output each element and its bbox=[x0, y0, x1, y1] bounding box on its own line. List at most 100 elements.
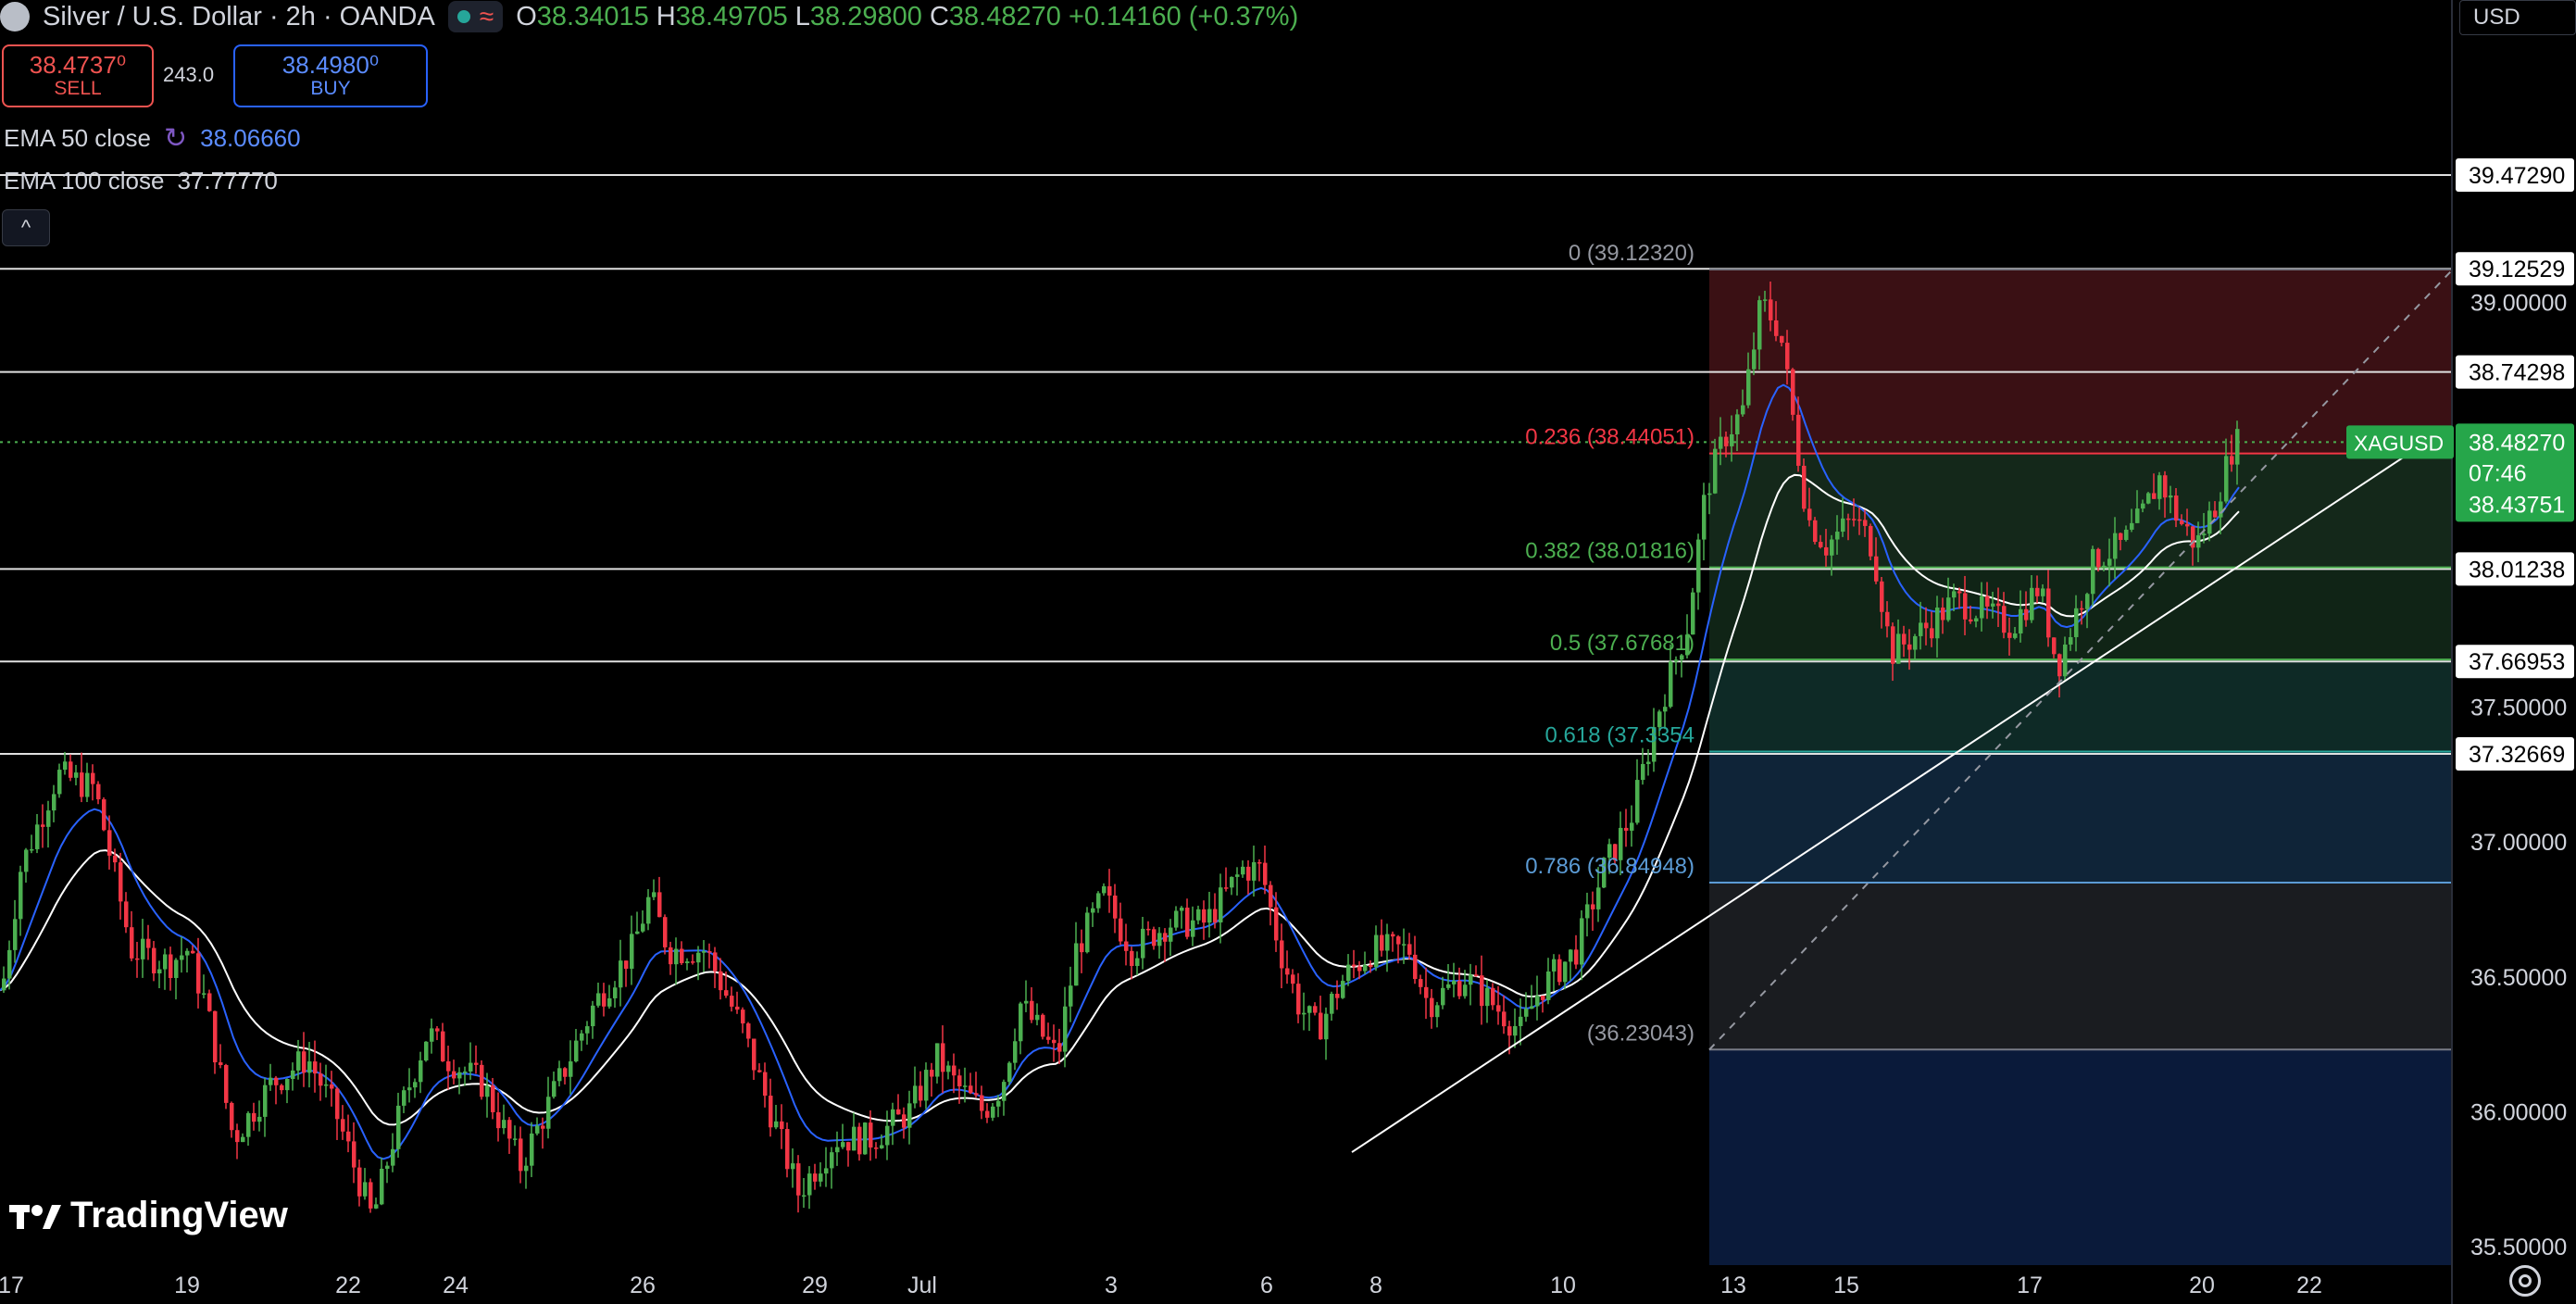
gear-icon[interactable] bbox=[2509, 1265, 2541, 1297]
sell-button[interactable]: 38.4737⁰ SELL bbox=[2, 44, 154, 107]
candle-body bbox=[69, 761, 73, 778]
candle-body bbox=[1513, 1025, 1518, 1036]
candle-body bbox=[96, 784, 101, 800]
price-axis[interactable]: 39.00000 37.50000 37.00000 36.50000 36.00000… bbox=[2346, 0, 2576, 1304]
candle-body bbox=[485, 1085, 490, 1097]
candle-body bbox=[1863, 520, 1868, 526]
candle-body bbox=[1141, 928, 1145, 959]
candle-body bbox=[2180, 520, 2184, 524]
candle-body bbox=[469, 1062, 473, 1072]
time-tick: 29 bbox=[802, 1273, 828, 1298]
candle-body bbox=[252, 1112, 256, 1122]
candle-body bbox=[1841, 518, 1845, 533]
fib-label: 0.786 (36.84948) bbox=[1525, 854, 1694, 879]
candle-body bbox=[613, 987, 618, 998]
time-tick: 26 bbox=[630, 1273, 656, 1298]
candle-body bbox=[1696, 539, 1701, 593]
candle-body bbox=[1580, 918, 1584, 965]
candle-body bbox=[1441, 987, 1445, 1006]
candle-body bbox=[1969, 619, 1973, 622]
candle-body bbox=[1974, 618, 1979, 622]
symbol-title[interactable]: Silver / U.S. Dollar · 2h · OANDA bbox=[43, 1, 435, 31]
candle-body bbox=[2235, 429, 2240, 465]
candle-body bbox=[1519, 1016, 1523, 1026]
candle-body bbox=[374, 1204, 379, 1209]
candle-body bbox=[330, 1084, 334, 1089]
candle-body bbox=[2135, 508, 2140, 523]
candle-body bbox=[841, 1142, 845, 1147]
time-tick: 20 bbox=[2189, 1273, 2215, 1298]
candle-body bbox=[113, 855, 118, 863]
candle-body bbox=[1302, 1012, 1307, 1015]
candle-body bbox=[441, 1031, 445, 1061]
candle-body bbox=[730, 996, 734, 1007]
candle-body bbox=[424, 1041, 429, 1061]
candle-body bbox=[963, 1085, 968, 1087]
candle-body bbox=[602, 993, 606, 1007]
candle-body bbox=[852, 1126, 857, 1151]
candle-body bbox=[1496, 1005, 1501, 1012]
candle-body bbox=[502, 1120, 506, 1129]
candle-body bbox=[1074, 943, 1079, 986]
candle-body bbox=[369, 1182, 373, 1209]
candle-body bbox=[796, 1163, 801, 1196]
candle-body bbox=[1641, 763, 1645, 781]
candle-body bbox=[1046, 1036, 1051, 1040]
candle-body bbox=[1985, 596, 1990, 607]
chevron-up-icon: ^ bbox=[20, 216, 31, 239]
currency-select[interactable]: USD bbox=[2459, 0, 2576, 35]
candle-body bbox=[1735, 414, 1740, 434]
candle-body bbox=[1763, 299, 1768, 301]
candle-body bbox=[541, 1125, 545, 1129]
time-axis[interactable]: 17 19 22 24 26 29 Jul 3 6 8 10 13 15 17 20 22 bbox=[0, 1273, 2322, 1298]
candle-body bbox=[641, 923, 645, 932]
candle-body bbox=[185, 950, 190, 956]
price-label: 37.32669 bbox=[2469, 742, 2565, 768]
candle-body bbox=[1424, 986, 1429, 998]
candle-body bbox=[1819, 542, 1823, 547]
candle-body bbox=[1252, 862, 1257, 881]
candle-body bbox=[257, 1116, 262, 1122]
candle-body bbox=[1374, 934, 1379, 968]
candle-body bbox=[196, 953, 201, 994]
candle-body bbox=[1569, 949, 1573, 962]
candle-body bbox=[719, 971, 723, 991]
candle-body bbox=[769, 1096, 773, 1128]
candle-body bbox=[419, 1060, 423, 1083]
buy-button[interactable]: 38.4980⁰ BUY bbox=[233, 44, 428, 107]
candle-body bbox=[1924, 622, 1929, 629]
candle-body bbox=[1085, 912, 1090, 953]
candle-body bbox=[1052, 1039, 1057, 1044]
last-price-bg bbox=[2456, 423, 2574, 522]
candle-body bbox=[1757, 300, 1762, 350]
price-label-bg bbox=[2456, 158, 2574, 193]
candle-body bbox=[1591, 904, 1595, 909]
candle-body bbox=[874, 1147, 879, 1149]
trend-lines bbox=[1351, 270, 2453, 1153]
refresh-icon[interactable]: ↻ bbox=[163, 123, 188, 154]
price-label-bg bbox=[2456, 355, 2574, 389]
candle-body bbox=[913, 1085, 918, 1104]
candle-body bbox=[474, 1062, 479, 1065]
candle-body bbox=[702, 951, 707, 953]
candle-body bbox=[2063, 644, 2068, 677]
candle-body bbox=[569, 1061, 573, 1077]
candle-body bbox=[1385, 934, 1390, 951]
ema50-legend[interactable]: EMA 50 close ↻ 38.06660 bbox=[4, 123, 301, 154]
ema100-legend[interactable]: EMA 100 close 37.77770 bbox=[4, 167, 278, 194]
last-price-text: 38.48270 bbox=[2469, 430, 2565, 456]
candle-body bbox=[2124, 529, 2129, 540]
candle-body bbox=[685, 961, 690, 964]
candle-body bbox=[863, 1122, 868, 1155]
collapse-legend-button[interactable]: ^ bbox=[2, 209, 50, 246]
candle-body bbox=[1063, 1006, 1068, 1052]
candle-body bbox=[357, 1167, 362, 1197]
fib-zone bbox=[1709, 751, 2452, 884]
candle-body bbox=[1907, 644, 1912, 650]
candle-body bbox=[757, 1070, 762, 1072]
candle-body bbox=[119, 862, 123, 902]
market-status-badge[interactable]: ≈ bbox=[447, 1, 504, 32]
candle-body bbox=[1796, 414, 1801, 466]
candle-body bbox=[1119, 918, 1123, 942]
